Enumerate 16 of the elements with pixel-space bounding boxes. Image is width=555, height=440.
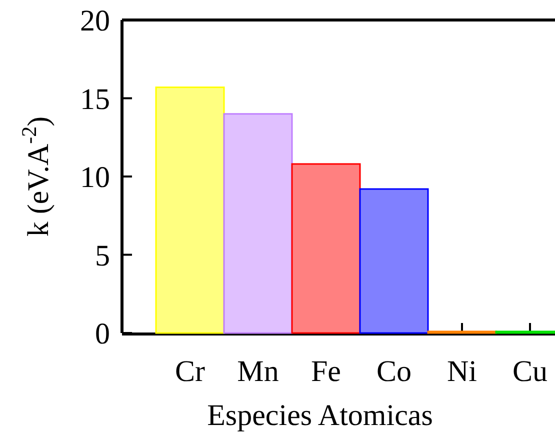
x-axis-title: Especies Atomicas <box>207 399 433 432</box>
x-tick-label: Ni <box>447 355 477 388</box>
x-tick-label: Cu <box>512 355 548 388</box>
bar <box>223 113 293 334</box>
x-tick-label: Cr <box>175 355 206 388</box>
y-tick-label: 15 <box>80 82 110 116</box>
bar <box>359 188 429 334</box>
x-tick-label: Co <box>376 355 412 388</box>
y-tick-label: 20 <box>80 4 110 38</box>
x-tick-label: Fe <box>311 355 341 388</box>
y-tick-label: 0 <box>95 318 110 350</box>
x-tick-label: Mn <box>237 355 279 388</box>
bar <box>155 86 225 334</box>
y-tick-label: 10 <box>80 161 110 194</box>
bar <box>291 163 361 334</box>
y-tick-label: 5 <box>95 239 110 272</box>
